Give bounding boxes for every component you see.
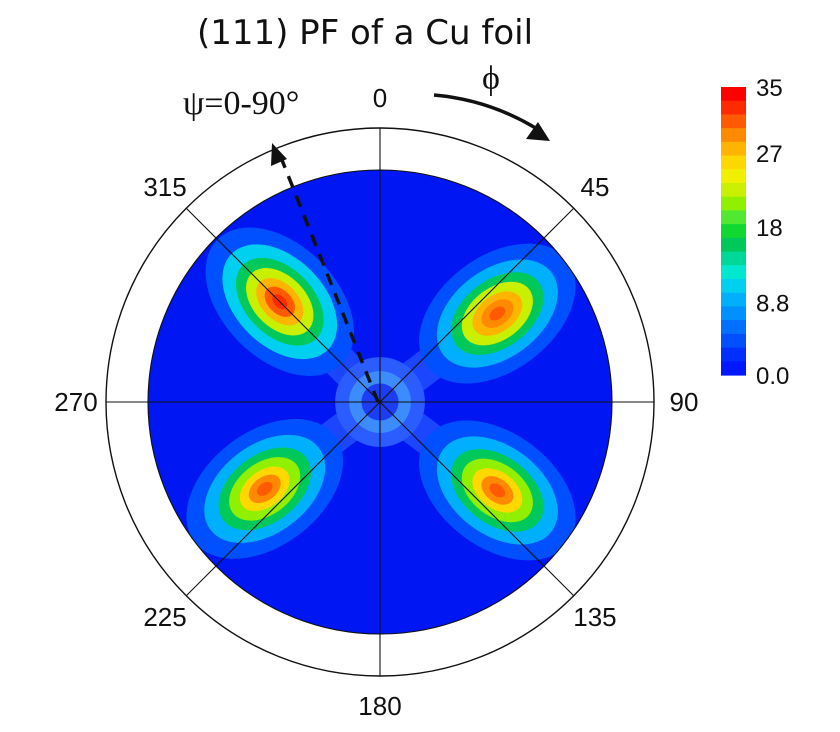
- grid-spoke-225: [185, 401, 381, 597]
- colorbar-segment-0: [721, 87, 746, 102]
- colorbar-segment-7: [721, 183, 746, 198]
- colorbar: 35 27 18 8.8 0.0: [721, 75, 789, 390]
- colorbar-segment-15: [721, 292, 746, 308]
- phi-direction-arrow: [433, 93, 543, 134]
- chart-title: (111) PF of a Cu foil: [197, 13, 533, 53]
- colorbar-segment-5: [721, 155, 746, 170]
- angle-label-225: 225: [143, 602, 186, 632]
- colorbar-segment-18: [721, 333, 746, 349]
- angle-label-0: 0: [373, 83, 387, 113]
- colorbar-segment-6: [721, 169, 746, 184]
- angle-label-180: 180: [358, 691, 401, 721]
- colorbar-segment-10: [721, 224, 746, 239]
- peak-1-level-6: [489, 306, 506, 321]
- colorbar-segment-12: [721, 251, 746, 266]
- grid-spoke-315: [185, 207, 381, 403]
- colorbar-segment-20: [721, 361, 746, 376]
- peak-3-level-6: [256, 481, 273, 496]
- colorbar-segment-13: [721, 265, 746, 280]
- colorbar-segment-2: [721, 114, 746, 129]
- colorbar-segment-19: [721, 347, 746, 362]
- colorbar-segment-8: [721, 196, 746, 212]
- colorbar-segment-14: [721, 279, 746, 294]
- peak-2-level-6: [489, 483, 506, 498]
- peak-3: [186, 418, 343, 559]
- colorbar-tick-label: 0.0: [756, 363, 789, 390]
- angular-tick-labels: 0 45 90 135 180 225 270 315: [54, 83, 698, 721]
- radial-axis-label: ψ=0-90°: [183, 85, 299, 122]
- angle-label-90: 90: [670, 387, 699, 417]
- colorbar-tick-label: 27: [756, 141, 783, 168]
- peak-2: [419, 420, 576, 561]
- colorbar-tick-label: 8.8: [756, 291, 789, 318]
- polar-frame: [105, 127, 655, 677]
- psi-direction-arrowhead: [271, 143, 287, 166]
- angle-label-135: 135: [573, 602, 616, 632]
- angle-label-315: 315: [143, 172, 186, 202]
- peak-1: [419, 243, 576, 384]
- colorbar-segment-4: [721, 141, 746, 157]
- colorbar-segment-1: [721, 100, 746, 116]
- grid-spoke-45: [379, 207, 575, 403]
- colorbar-tick-label: 35: [756, 75, 783, 102]
- colorbar-segment-3: [721, 128, 746, 143]
- angle-label-270: 270: [54, 387, 97, 417]
- colorbar-segment-9: [721, 210, 746, 225]
- phi-direction-arrowhead: [526, 122, 550, 141]
- colorbar-tick-label: 18: [756, 215, 783, 242]
- grid-spoke-135: [379, 401, 575, 597]
- phi-axis-label: ϕ: [482, 60, 500, 97]
- colorbar-segment-17: [721, 320, 746, 335]
- colorbar-segment-16: [721, 306, 746, 321]
- angle-label-45: 45: [580, 172, 609, 202]
- colorbar-segment-11: [721, 237, 746, 253]
- psi-direction-arrow: [278, 154, 380, 403]
